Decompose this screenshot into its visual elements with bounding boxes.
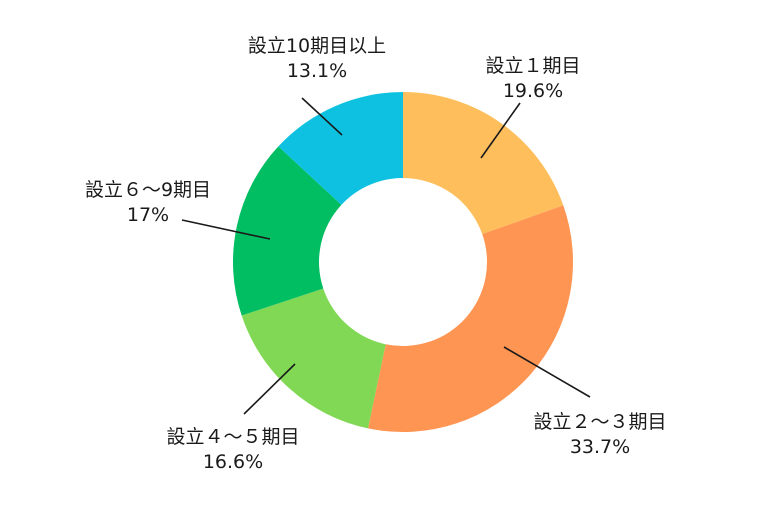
value-label-4: 17%	[127, 204, 169, 226]
category-label-4: 設立６～9期目	[85, 179, 211, 201]
donut-slice-2	[368, 205, 573, 432]
value-label-5: 13.1%	[287, 60, 347, 82]
value-label-2: 33.7%	[570, 436, 630, 458]
donut-slice-5	[278, 92, 403, 205]
donut-slice-4	[233, 146, 342, 316]
donut-slice-1	[403, 92, 564, 235]
leader-line-5	[301, 97, 343, 136]
category-label-3: 設立４～５期目	[166, 426, 299, 448]
donut-slice-3	[241, 288, 386, 429]
leader-line-4	[181, 219, 271, 240]
value-label-3: 16.6%	[203, 451, 263, 473]
category-label-1: 設立１期目	[485, 55, 580, 77]
value-label-1: 19.6%	[503, 80, 563, 102]
leader-line-1	[480, 102, 521, 159]
leader-line-2	[503, 346, 591, 398]
category-label-2: 設立２～３期目	[533, 411, 666, 433]
leader-line-3	[243, 363, 296, 415]
category-label-5: 設立10期目以上	[248, 35, 386, 57]
